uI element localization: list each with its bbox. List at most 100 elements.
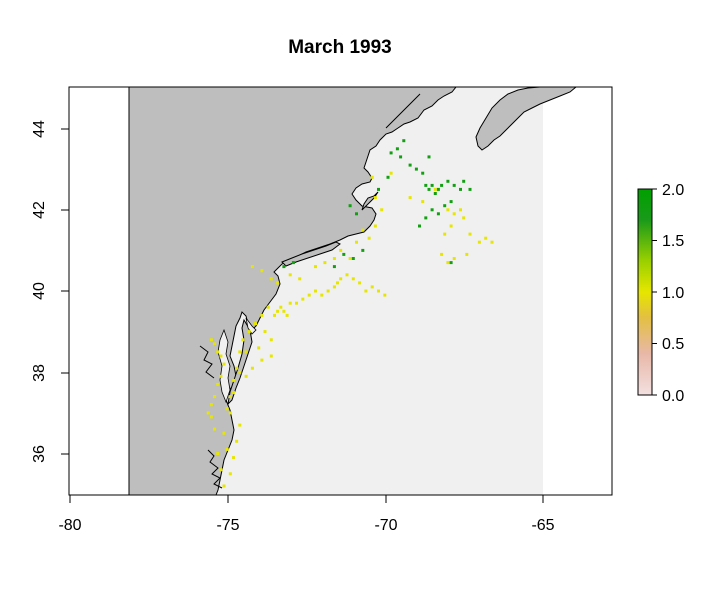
x-axis	[70, 495, 543, 503]
value-cell-1	[380, 208, 383, 211]
value-cell-1	[219, 375, 222, 378]
value-cell-1	[314, 265, 317, 268]
value-cell-1	[273, 314, 276, 317]
value-cell-1	[267, 306, 270, 309]
y-tick-label: 40	[31, 282, 48, 300]
value-cell-1	[213, 428, 216, 431]
value-cell-1	[226, 448, 229, 451]
value-cell-1	[323, 261, 326, 264]
value-cell-1	[289, 302, 292, 305]
value-cell-1	[333, 285, 336, 288]
value-cell-1	[282, 310, 285, 313]
value-cell-1	[229, 411, 232, 414]
value-cell-1	[349, 257, 352, 260]
value-cell-1	[361, 229, 364, 232]
value-cell-1	[465, 253, 468, 256]
value-cell-1	[478, 241, 481, 244]
value-cell-2	[399, 155, 402, 158]
map-panel	[69, 87, 612, 495]
value-cell-1	[320, 294, 323, 297]
value-cell-2	[390, 151, 393, 154]
value-cell-1	[245, 350, 248, 353]
value-cell-1	[346, 273, 349, 276]
value-cell-1	[371, 176, 374, 179]
value-cell-1	[308, 294, 311, 297]
value-cell-1	[232, 391, 235, 394]
legend-color-bar	[638, 189, 652, 395]
value-cell-1	[390, 172, 393, 175]
value-cell-1	[298, 277, 301, 280]
value-cell-1	[210, 415, 213, 418]
value-cell-1	[295, 302, 298, 305]
value-cell-1	[248, 330, 251, 333]
value-cell-1	[223, 485, 226, 488]
value-cell-1	[491, 241, 494, 244]
value-cell-1	[216, 383, 219, 386]
value-cell-2	[424, 216, 427, 219]
value-cell-1	[336, 281, 339, 284]
value-cell-2	[459, 188, 462, 191]
value-cell-1	[260, 314, 263, 317]
value-cell-1	[210, 338, 213, 341]
value-cell-2	[377, 188, 380, 191]
value-cell-1	[216, 350, 219, 353]
value-cell-1	[232, 456, 235, 459]
value-cell-2	[428, 188, 431, 191]
legend-tick-label: 2.0	[662, 182, 684, 199]
value-cell-1	[446, 208, 449, 211]
value-cell-1	[241, 338, 244, 341]
x-tick-label: -75	[216, 517, 239, 534]
value-cell-1	[223, 432, 226, 435]
value-cell-1	[213, 342, 216, 345]
value-cell-1	[210, 403, 213, 406]
value-cell-2	[349, 204, 352, 207]
value-cell-2	[469, 188, 472, 191]
value-cell-2	[421, 172, 424, 175]
value-cell-1	[219, 355, 222, 358]
value-cell-1	[358, 281, 361, 284]
value-cell-2	[450, 261, 453, 264]
value-cell-1	[364, 290, 367, 293]
value-cell-1	[270, 338, 273, 341]
value-cell-1	[226, 407, 229, 410]
x-tick-label: -80	[58, 517, 81, 534]
value-cell-2	[415, 168, 418, 171]
value-cell-1	[270, 355, 273, 358]
value-cell-1	[235, 440, 238, 443]
value-cell-2	[424, 184, 427, 187]
value-cell-1	[371, 285, 374, 288]
value-cell-1	[286, 314, 289, 317]
value-cell-2	[361, 249, 364, 252]
value-cell-2	[418, 225, 421, 228]
value-cell-1	[251, 265, 254, 268]
value-cell-2	[428, 155, 431, 158]
x-tick-label: -65	[531, 517, 554, 534]
value-cell-1	[383, 294, 386, 297]
value-cell-2	[431, 208, 434, 211]
y-axis	[61, 129, 69, 454]
value-cell-1	[232, 379, 235, 382]
value-cell-2	[434, 192, 437, 195]
value-cell-1	[327, 290, 330, 293]
value-cell-1	[276, 310, 279, 313]
chart-title: March 1993	[288, 37, 392, 58]
value-cell-1	[355, 241, 358, 244]
y-tick-label: 38	[31, 364, 48, 382]
value-cell-2	[292, 261, 295, 264]
value-cell-1	[301, 298, 304, 301]
value-cell-1	[434, 188, 437, 191]
value-cell-1	[251, 367, 254, 370]
legend-tick-label: 0.5	[662, 336, 684, 353]
value-cell-2	[396, 147, 399, 150]
x-tick-label: -70	[374, 517, 397, 534]
value-cell-2	[409, 164, 412, 167]
value-cell-1	[216, 452, 219, 455]
value-cell-1	[484, 237, 487, 240]
value-cell-2	[446, 180, 449, 183]
legend-tick-label: 0.0	[662, 388, 684, 405]
value-cell-1	[409, 196, 412, 199]
value-cell-1	[238, 350, 241, 353]
value-cell-2	[462, 180, 465, 183]
value-cell-2	[333, 265, 336, 268]
color-legend: 2.0 1.5 1.0 0.5 0.0	[638, 182, 684, 405]
